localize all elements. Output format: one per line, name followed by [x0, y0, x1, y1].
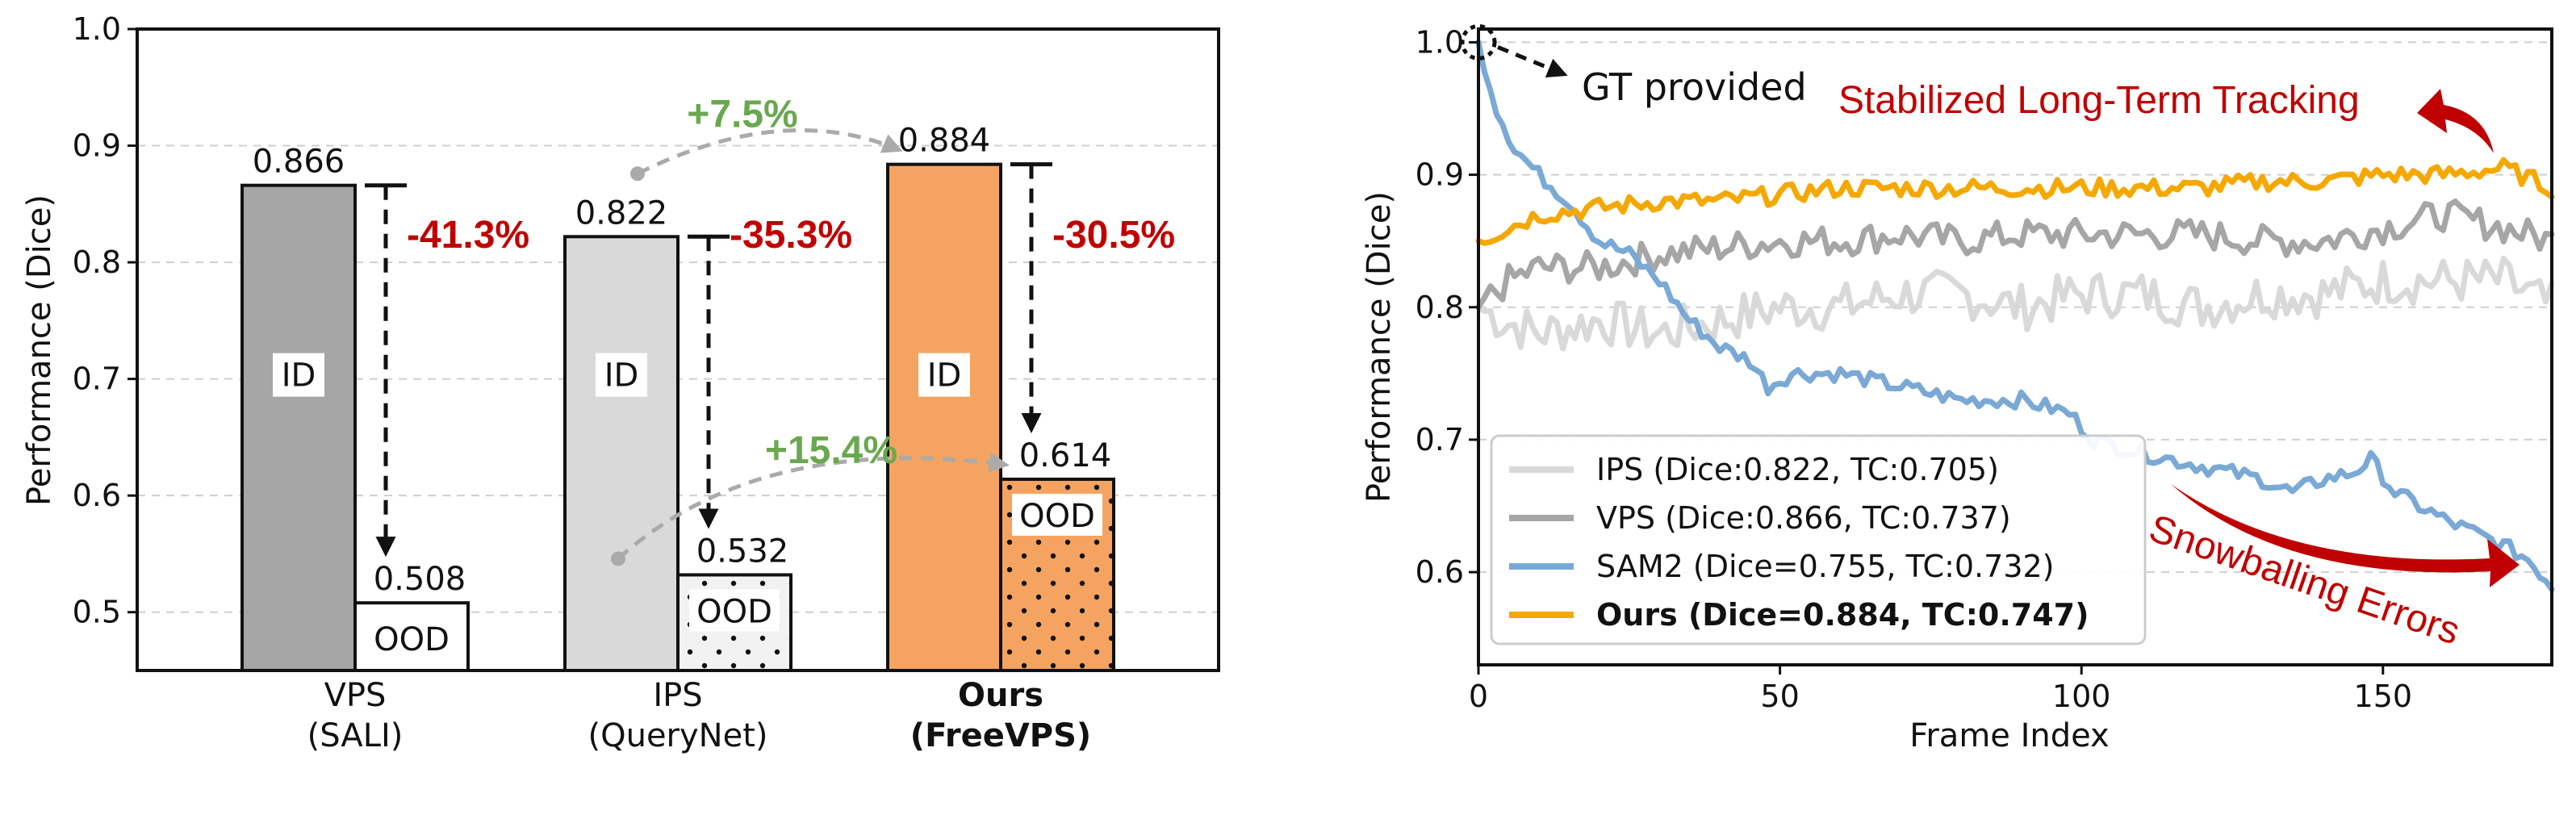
drop-label: -30.5%	[1052, 214, 1175, 257]
category-line2: (FreeVPS)	[910, 717, 1091, 754]
bar-chart-frame	[136, 27, 1220, 672]
series-line	[1475, 157, 2555, 246]
gain-label-id: +7.5%	[687, 93, 797, 136]
line-chart-x-label: Frame Index	[1909, 717, 2109, 754]
x-tick-label: 150	[2354, 679, 2413, 714]
gain-arrow-id	[636, 127, 903, 176]
legend-entry: IPS (Dice:0.822, TC:0.705)	[1596, 452, 1999, 487]
id-value-label: 0.822	[575, 194, 668, 232]
y-tick-label: 1.0	[1416, 24, 1464, 60]
series-line	[1475, 198, 2555, 311]
id-label-box	[596, 353, 647, 397]
series-line	[1475, 39, 2555, 592]
drop-label: -41.3%	[407, 214, 529, 257]
id-label: ID	[282, 357, 316, 395]
stabilized-label: Stabilized Long-Term Tracking	[1838, 79, 2360, 122]
bar-chart-y-ticks: 0.5 0.6 0.7 0.8 0.9 1.0	[73, 11, 137, 630]
category-line1: VPS	[324, 677, 387, 714]
id-label: ID	[927, 357, 962, 395]
x-tick-label: 100	[2052, 679, 2111, 714]
id-label-box	[918, 353, 970, 397]
y-tick-label: 0.7	[73, 361, 121, 397]
line-chart-y-ticks: 0.6 0.7 0.8 0.9 1.0	[1416, 24, 1478, 590]
line-chart-y-label: Performance (Dice)	[1361, 191, 1398, 503]
line-chart-series	[1475, 39, 2555, 592]
snowball-arrow	[2171, 484, 2520, 587]
x-tick-label: 0	[1469, 679, 1488, 714]
y-tick-label: 0.6	[73, 478, 121, 513]
gt-marker	[1460, 23, 1497, 61]
bar-id	[563, 235, 680, 673]
x-tick-label: 50	[1760, 679, 1799, 714]
legend-box	[1490, 434, 2147, 645]
bar-id	[240, 183, 357, 672]
legend-entry: Ours (Dice=0.884, TC:0.747)	[1596, 597, 2089, 633]
bar-chart-annotations: 0.866 0.508 -41.3% 0.822 0.532 -35.3% 0.884 0.6…	[253, 93, 1175, 598]
id-label: ID	[604, 357, 639, 395]
ood-label-box	[689, 589, 780, 632]
stabilized-arrow	[2417, 89, 2494, 153]
line-chart-legend: IPS (Dice:0.822, TC:0.705) VPS (Dice:0.86…	[1490, 434, 2147, 645]
y-tick-label: 0.9	[73, 128, 121, 164]
y-tick-label: 0.6	[1416, 554, 1464, 590]
ood-label: OOD	[1019, 498, 1095, 535]
category-line2: (QueryNet)	[588, 717, 768, 754]
y-tick-label: 0.7	[1416, 422, 1464, 457]
id-value-label: 0.884	[898, 123, 991, 160]
ood-label: OOD	[696, 593, 772, 630]
ood-label-box	[366, 617, 457, 660]
y-tick-label: 0.8	[1416, 290, 1464, 325]
category-line2: (SALI)	[307, 717, 404, 754]
ood-value-label: 0.614	[1019, 437, 1112, 474]
drop-label: -35.3%	[730, 214, 852, 257]
gt-arrow	[1497, 45, 1568, 77]
bar-id	[886, 162, 1002, 672]
ood-value-label: 0.532	[696, 533, 789, 570]
ood-label-box	[1012, 493, 1102, 536]
y-tick-label: 0.8	[73, 244, 121, 280]
id-label-box	[273, 353, 324, 397]
category-line1: Ours	[958, 677, 1043, 714]
line-chart-x-ticks: 0 50 100 150	[1469, 665, 2412, 714]
snowball-label: Snowballing Errors	[2143, 507, 2465, 653]
line-chart-frame	[1477, 27, 2553, 666]
ood-label: OOD	[374, 621, 450, 658]
bar-chart-categories: VPS(SALI) IPS(QueryNet) Ours(FreeVPS)	[307, 677, 1092, 754]
legend-entry: VPS (Dice:0.866, TC:0.737)	[1596, 500, 2011, 536]
bar-chart: ID OOD ID OOD ID OOD 0.866 0.508 -41.3% 0.822 0.5…	[21, 11, 1220, 754]
bar-chart-bars: ID OOD ID OOD ID OOD	[240, 162, 1115, 673]
legend-entry: SAM2 (Dice=0.755, TC:0.732)	[1596, 549, 2055, 584]
bar-chart-y-label: Performance (Dice)	[21, 194, 58, 506]
gain-arrow-ood	[617, 452, 1010, 561]
category-line1: IPS	[653, 677, 702, 714]
y-tick-label: 1.0	[73, 11, 121, 47]
ood-value-label: 0.508	[374, 561, 466, 598]
line-chart: IPS (Dice:0.822, TC:0.705) VPS (Dice:0.86…	[1361, 23, 2555, 754]
series-line	[1475, 255, 2555, 352]
gt-label: GT provided	[1582, 65, 1807, 109]
id-value-label: 0.866	[253, 144, 345, 181]
y-tick-label: 0.5	[73, 595, 121, 630]
y-tick-label: 0.9	[1416, 157, 1464, 193]
gain-label-ood: +15.4%	[765, 429, 897, 472]
